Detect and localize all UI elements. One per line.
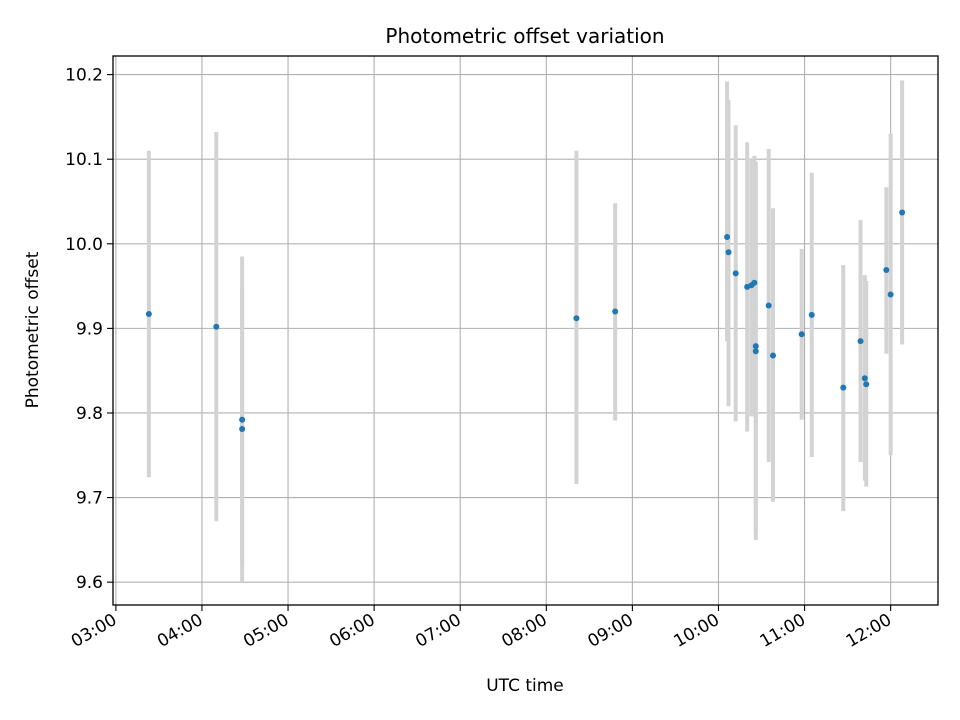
y-axis-ticks: 9.6 9.7 9.8 9.9 10.0 10.1 10.2 [65,66,113,593]
data-point [239,426,246,433]
data-point [725,249,732,256]
y-tick-label: 9.8 [76,404,103,424]
y-tick-label: 10.0 [65,235,103,255]
y-tick-label: 9.9 [76,319,103,339]
y-tick-label: 9.6 [76,573,103,593]
data-point [808,311,815,318]
data-point [770,352,776,359]
data-point [732,270,739,277]
data-points [145,209,906,433]
data-point [798,331,805,338]
data-point [752,348,759,355]
y-tick-label: 9.7 [76,489,103,509]
data-point [840,384,847,391]
plot-area-frame [112,55,939,606]
data-point [887,291,894,298]
data-point [573,315,580,322]
data-point [765,302,772,309]
data-point [612,308,619,315]
data-point [899,209,906,216]
y-tick-label: 10.2 [65,66,103,86]
data-point [751,279,758,286]
data-point [857,338,864,345]
data-point [863,381,870,388]
y-axis-label: Photometric offset [23,251,43,408]
data-point [861,375,868,382]
data-point [883,267,890,274]
data-point [724,234,731,241]
chart-title: Photometric offset variation [385,24,664,48]
data-point [145,311,152,318]
data-point [213,323,220,330]
data-point [752,343,759,350]
data-point [239,416,246,423]
x-axis-label: UTC time [486,676,564,696]
y-tick-label: 10.1 [65,150,103,170]
